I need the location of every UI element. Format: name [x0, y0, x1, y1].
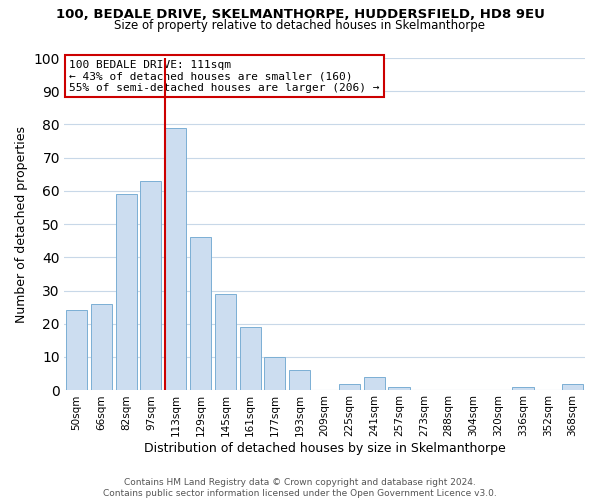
Bar	[116, 194, 137, 390]
Bar	[66, 310, 87, 390]
Text: Contains HM Land Registry data © Crown copyright and database right 2024.
Contai: Contains HM Land Registry data © Crown c…	[103, 478, 497, 498]
Bar	[512, 387, 533, 390]
Bar	[562, 384, 583, 390]
Y-axis label: Number of detached properties: Number of detached properties	[15, 126, 28, 322]
Bar	[165, 128, 186, 390]
Bar	[140, 181, 161, 390]
Text: 100, BEDALE DRIVE, SKELMANTHORPE, HUDDERSFIELD, HD8 9EU: 100, BEDALE DRIVE, SKELMANTHORPE, HUDDER…	[56, 8, 544, 20]
Bar	[364, 377, 385, 390]
Text: Size of property relative to detached houses in Skelmanthorpe: Size of property relative to detached ho…	[115, 19, 485, 32]
Bar	[339, 384, 360, 390]
Bar	[190, 238, 211, 390]
Bar	[215, 294, 236, 390]
Bar	[91, 304, 112, 390]
Bar	[289, 370, 310, 390]
Bar	[239, 327, 260, 390]
Bar	[265, 357, 286, 390]
Bar	[388, 387, 410, 390]
Text: 100 BEDALE DRIVE: 111sqm
← 43% of detached houses are smaller (160)
55% of semi-: 100 BEDALE DRIVE: 111sqm ← 43% of detach…	[70, 60, 380, 93]
X-axis label: Distribution of detached houses by size in Skelmanthorpe: Distribution of detached houses by size …	[143, 442, 505, 455]
